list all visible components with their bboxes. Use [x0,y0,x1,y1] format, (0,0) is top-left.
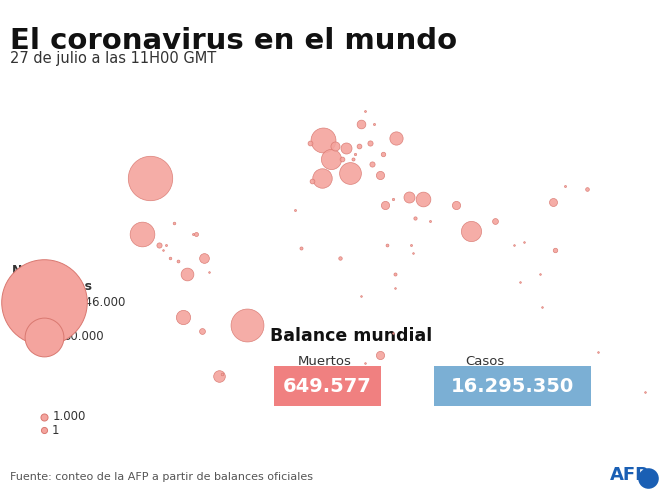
Point [197,327,207,335]
Point [39,426,50,434]
Point [408,249,418,257]
Point [305,139,315,147]
Point [374,171,385,179]
Point [165,254,176,262]
Point [296,244,306,251]
Point [381,241,392,249]
Point [161,241,172,249]
Point [204,268,214,276]
Point [582,184,593,192]
Point [404,193,414,201]
Point [369,121,380,128]
Point [318,136,329,144]
Text: 649.577: 649.577 [283,376,372,396]
Point [389,284,400,292]
Point [378,150,389,158]
Point [137,230,147,238]
Point [391,134,402,142]
Point [356,121,366,128]
Text: 146.000: 146.000 [78,296,126,308]
Point [307,177,317,184]
Point [348,155,358,163]
FancyBboxPatch shape [434,366,591,406]
Point [367,160,378,168]
Point [466,228,477,236]
Point [548,198,559,206]
Point [329,142,340,150]
Point [217,369,228,377]
Point [290,206,301,214]
Point [410,214,420,222]
Point [643,474,653,482]
Point [178,313,189,321]
Point [182,271,192,278]
Point [39,333,50,341]
Text: 1: 1 [52,424,59,436]
Point [593,348,604,356]
Point [550,246,560,254]
Point [168,219,179,227]
Text: Fuente: conteo de la AFP a partir de balances oficiales: Fuente: conteo de la AFP a partir de bal… [10,472,313,482]
Point [425,217,436,225]
Point [154,241,164,249]
FancyBboxPatch shape [274,366,381,406]
Point [509,241,519,249]
Point [640,388,650,396]
Text: 30.000: 30.000 [63,331,104,343]
Point [145,174,155,182]
Text: Número
de muertes: Número de muertes [12,264,92,293]
Point [157,246,168,254]
Point [387,195,398,203]
Point [374,351,385,359]
Point [172,257,183,265]
Text: 16.295.350: 16.295.350 [451,376,574,396]
Point [537,303,548,310]
Text: 1.000: 1.000 [52,410,86,424]
Point [39,298,50,306]
Text: Casos: Casos [465,355,505,368]
Point [354,142,364,150]
Point [365,139,376,147]
Point [242,321,252,329]
Point [325,155,336,163]
Text: 27 de julio a las 11H00 GMT: 27 de julio a las 11H00 GMT [10,51,216,66]
Point [199,254,209,262]
Point [359,359,370,367]
Text: Balance mundial: Balance mundial [270,327,432,345]
Point [341,145,351,153]
Point [39,413,50,421]
Point [389,271,400,278]
Point [337,155,347,163]
Point [560,182,570,190]
Point [535,271,546,278]
Point [191,230,201,238]
Text: El coronavirus en el mundo: El coronavirus en el mundo [10,27,457,55]
Point [518,238,529,246]
Point [490,217,501,225]
Point [417,195,428,203]
Point [387,330,398,338]
Point [406,241,416,249]
Point [380,201,391,209]
Point [316,174,327,182]
Text: Muertos: Muertos [298,355,352,368]
Point [359,107,370,115]
Point [335,254,346,262]
Point [515,278,525,286]
Point [345,169,355,177]
Text: AFP: AFP [610,466,649,484]
Point [356,292,366,300]
Point [451,201,461,209]
Point [350,150,360,158]
Point [187,230,198,238]
Point [213,372,224,380]
